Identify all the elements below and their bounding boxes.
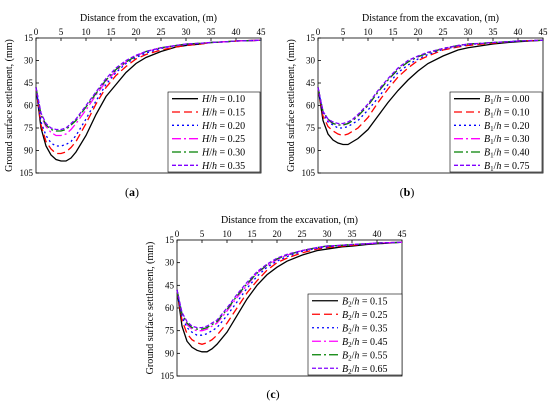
x-tick-label: 10 (364, 27, 374, 37)
x-tick-label: 0 (316, 27, 321, 37)
legend-label: B1/h = 0.75 (484, 161, 530, 173)
panel-caption: (c) (266, 387, 279, 401)
series-line-5 (35, 39, 262, 131)
y-tick-label: 30 (306, 56, 316, 66)
legend-label: B2/h = 0.15 (342, 296, 388, 308)
x-axis-title: Distance from the excavation, (m) (362, 13, 499, 24)
series-line-0 (176, 241, 403, 353)
y-tick-label: 60 (165, 303, 175, 313)
x-tick-label: 35 (207, 27, 217, 37)
y-tick-label: 30 (165, 258, 175, 268)
legend-label: H/h = 0.10 (201, 94, 245, 105)
x-tick-label: 35 (348, 229, 358, 239)
x-tick-label: 10 (82, 27, 92, 37)
y-tick-label: 90 (24, 146, 34, 156)
y-tick-label: 15 (24, 33, 34, 43)
x-tick-label: 40 (232, 27, 242, 37)
y-tick-label: 105 (302, 168, 316, 178)
x-tick-label: 25 (298, 229, 308, 239)
x-tick-label: 10 (223, 229, 233, 239)
legend-label: H/h = 0.35 (201, 161, 245, 172)
x-tick-label: 5 (59, 27, 64, 37)
legend-label: B2/h = 0.35 (342, 323, 388, 335)
y-tick-label: 90 (306, 146, 316, 156)
legend-label: H/h = 0.30 (201, 148, 245, 159)
y-axis-title: Ground surface settlement, (mm) (286, 39, 297, 172)
x-axis-title: Distance from the excavation, (m) (221, 215, 358, 226)
x-tick-label: 15 (107, 27, 117, 37)
x-tick-label: 25 (157, 27, 167, 37)
legend-label: H/h = 0.20 (201, 121, 245, 132)
panel-caption: (a) (125, 185, 139, 199)
series-line-0 (317, 39, 544, 146)
legend: H/h = 0.10 H/h = 0.15 H/h = 0.20 H/h = 0.25… (167, 91, 261, 173)
series-line-5 (176, 241, 403, 329)
x-tick-label: 15 (389, 27, 399, 37)
x-tick-label: 20 (273, 229, 283, 239)
x-tick-label: 40 (373, 229, 383, 239)
legend-box (449, 91, 543, 173)
legend-label: B1/h = 0.30 (484, 134, 530, 146)
x-tick-label: 30 (182, 27, 192, 37)
legend-label: B2/h = 0.25 (342, 310, 388, 322)
y-tick-label: 30 (24, 56, 34, 66)
y-tick-label: 45 (24, 78, 34, 88)
legend-label: B2/h = 0.55 (342, 350, 388, 362)
legend-box (307, 293, 403, 376)
chart-panel-a: 0 5 10 15 20 25 30 35 40 45 15 30 45 60 75 90 105 Distanc… (4, 13, 266, 199)
x-tick-label: 15 (248, 229, 258, 239)
series-line-1 (317, 39, 544, 137)
series-line-4 (317, 39, 544, 126)
y-tick-label: 75 (24, 123, 34, 133)
x-tick-label: 40 (514, 27, 524, 37)
y-tick-label: 45 (165, 280, 175, 290)
chart-panel-b: 0 5 10 15 20 25 30 35 40 45 15 30 45 60 75 90 105 Distanc… (286, 13, 548, 199)
x-tick-label: 45 (257, 27, 267, 37)
series-line-1 (176, 241, 403, 345)
y-tick-label: 45 (306, 78, 316, 88)
x-tick-label: 5 (200, 229, 205, 239)
legend-label: B1/h = 0.00 (484, 94, 530, 106)
legend-label: B1/h = 0.20 (484, 121, 530, 133)
legend-label: H/h = 0.25 (201, 134, 245, 145)
x-tick-label: 45 (398, 229, 408, 239)
y-tick-label: 105 (161, 371, 175, 381)
x-tick-label: 45 (539, 27, 549, 37)
x-tick-label: 0 (175, 229, 180, 239)
series-line-2 (176, 241, 403, 336)
legend-label: B2/h = 0.65 (342, 364, 388, 376)
panel-caption: (b) (400, 185, 415, 199)
y-tick-label: 60 (306, 101, 316, 111)
y-tick-label: 15 (306, 33, 316, 43)
y-tick-label: 75 (306, 123, 316, 133)
legend-label: B2/h = 0.45 (342, 337, 388, 349)
series-line-4 (35, 39, 262, 132)
legend-label: B1/h = 0.40 (484, 148, 530, 160)
x-tick-label: 35 (489, 27, 499, 37)
y-tick-label: 15 (165, 235, 175, 245)
x-tick-label: 20 (132, 27, 142, 37)
y-axis-title: Ground surface settlement, (mm) (145, 242, 156, 375)
series-line-5 (317, 39, 544, 125)
y-tick-label: 75 (165, 326, 175, 336)
chart-panel-c: 0 5 10 15 20 25 30 35 40 45 15 30 45 60 75 90 105 Distanc… (145, 215, 407, 401)
legend-label: H/h = 0.15 (201, 108, 245, 119)
x-axis-title: Distance from the excavation, (m) (80, 13, 217, 24)
y-tick-label: 60 (24, 101, 34, 111)
y-tick-label: 105 (20, 168, 34, 178)
y-tick-label: 90 (165, 348, 175, 358)
x-tick-label: 0 (34, 27, 39, 37)
x-tick-label: 25 (439, 27, 449, 37)
x-tick-label: 5 (341, 27, 346, 37)
x-tick-label: 30 (464, 27, 474, 37)
x-tick-label: 30 (323, 229, 333, 239)
y-axis-title: Ground surface settlement, (mm) (4, 39, 15, 172)
x-tick-label: 20 (414, 27, 424, 37)
legend-box (167, 91, 261, 173)
legend-label: B1/h = 0.10 (484, 108, 530, 120)
